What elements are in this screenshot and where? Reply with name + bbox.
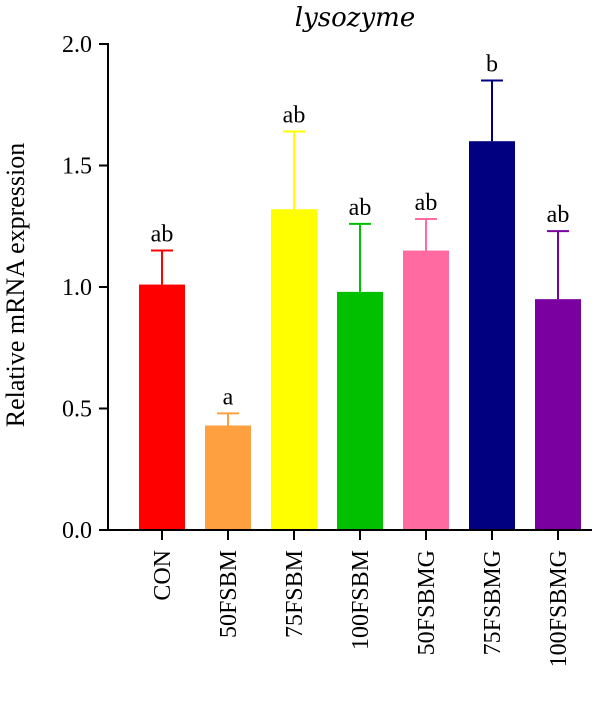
x-tick-label: 50FSBM [216, 550, 242, 638]
x-tick-label: 50FSBMG [414, 550, 440, 655]
significance-label: ab [283, 102, 306, 128]
significance-label: b [486, 51, 498, 77]
significance-labels-group: ab a ab ab ab b ab [151, 51, 570, 410]
y-tick-label: 1.5 [62, 154, 92, 180]
x-tick-label: CON [150, 550, 176, 601]
y-tick-label: 0.0 [62, 518, 92, 544]
significance-label: ab [349, 195, 372, 221]
y-tick-label: 0.5 [62, 397, 92, 423]
x-axis: CON 50FSBM 75FSBM 100FSBM 50FSBMG 75FSBMG 100F… [108, 529, 592, 667]
y-tick-label: 2.0 [62, 32, 92, 58]
x-tick-label: 100FSBM [348, 550, 374, 650]
error-bars-group [151, 79, 569, 426]
y-axis-label: Relative mRNA expression [1, 143, 30, 428]
bars-group [139, 141, 581, 531]
significance-label: a [223, 384, 234, 410]
bar [535, 299, 581, 530]
bar [337, 291, 383, 530]
x-tick-label: 75FSBM [282, 550, 308, 638]
significance-label: ab [151, 222, 174, 248]
significance-label: ab [415, 190, 438, 216]
significance-label: ab [547, 202, 570, 228]
bar [469, 141, 515, 530]
y-tick-label: 1.0 [62, 275, 92, 301]
bar [271, 209, 317, 531]
x-tick-label: 75FSBMG [480, 550, 506, 655]
chart-title: lysozyme [295, 3, 415, 33]
bar [403, 250, 449, 531]
y-axis: 0.0 0.5 1.0 1.5 2.0 [62, 32, 109, 544]
bar [205, 425, 251, 530]
bar [139, 284, 185, 530]
x-tick-label: 100FSBMG [546, 550, 572, 667]
